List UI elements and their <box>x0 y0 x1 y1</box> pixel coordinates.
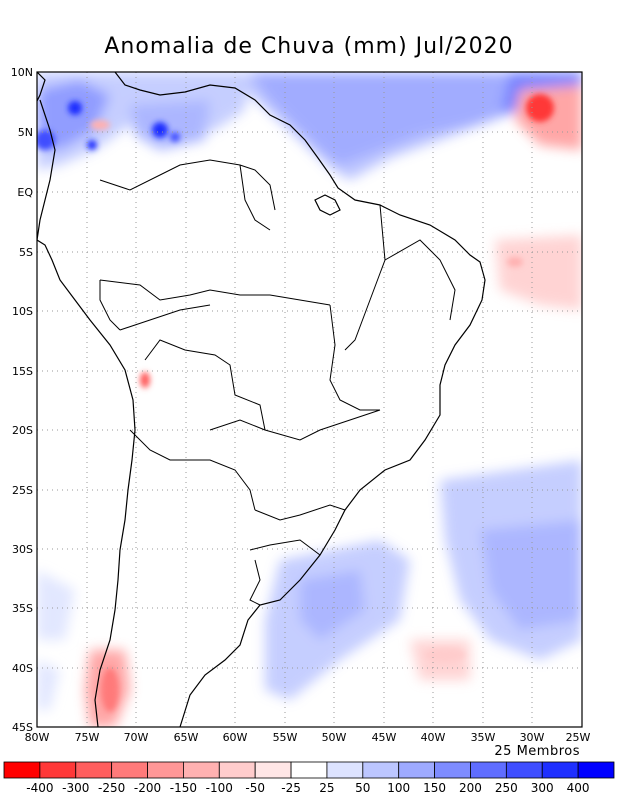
colorbar-swatch <box>470 761 507 779</box>
lat-label: 10N <box>11 66 33 79</box>
colorbar-tick-label: 300 <box>531 781 554 795</box>
lat-label: 25S <box>12 484 33 497</box>
colorbar-tick-label: -250 <box>98 781 125 795</box>
colorbar-swatch <box>218 761 256 779</box>
colorbar-tick-label: -25 <box>281 781 301 795</box>
colorbar-tick-label: -300 <box>62 781 89 795</box>
lon-label: 70W <box>124 731 149 744</box>
lat-label: 45S <box>12 721 33 734</box>
lat-label: 30S <box>12 543 33 556</box>
colorbar-swatch <box>147 761 184 779</box>
lon-label: 40W <box>421 731 446 744</box>
latitude-labels: 10N 5N EQ 5S 10S 15S 20S 25S 30S 35S 40S… <box>11 66 34 734</box>
lat-label: 10S <box>12 305 33 318</box>
lon-label: 80W <box>25 731 50 744</box>
colorbar-swatch <box>505 761 543 779</box>
lat-label: 40S <box>12 662 33 675</box>
colorbar-tick-label: -200 <box>134 781 161 795</box>
colorbar-tick-label: 250 <box>495 781 518 795</box>
lon-label: 75W <box>75 731 100 744</box>
lon-label: 65W <box>174 731 199 744</box>
colorbar-swatch <box>398 761 435 779</box>
colorbar-swatch <box>254 761 292 779</box>
lon-label: 35W <box>471 731 496 744</box>
lat-label: 5S <box>19 246 33 259</box>
colorbar-swatch <box>75 761 113 779</box>
lon-label: 30W <box>520 731 545 744</box>
colorbar <box>3 761 615 779</box>
coastlines <box>37 72 486 727</box>
lat-label: 35S <box>12 602 33 615</box>
colorbar-tick-label: 400 <box>567 781 590 795</box>
lat-label: 5N <box>18 126 33 139</box>
lon-label: 25W <box>566 731 591 744</box>
colorbar-tick-label: 50 <box>355 781 370 795</box>
lon-label: 50W <box>322 731 347 744</box>
colorbar-swatch <box>362 761 400 779</box>
lon-label: 55W <box>273 731 298 744</box>
colorbar-tick-label: -100 <box>206 781 233 795</box>
colorbar-swatch <box>434 761 471 779</box>
colorbar-swatch <box>183 761 220 779</box>
colorbar-tick-label: 200 <box>459 781 482 795</box>
plot-frame <box>36 71 583 728</box>
ensemble-members-note: 25 Membros <box>494 744 580 759</box>
colorbar-swatch <box>577 761 615 779</box>
colorbar-swatch <box>326 761 364 779</box>
colorbar-tick-label: 25 <box>319 781 334 795</box>
colorbar-tick-label: 150 <box>423 781 446 795</box>
colorbar-swatch <box>290 761 328 779</box>
colorbar-swatch <box>541 761 579 779</box>
colorbar-tick-label: -400 <box>26 781 53 795</box>
lat-label: 15S <box>12 365 33 378</box>
map-title: Anomalia de Chuva (mm) Jul/2020 <box>104 34 514 59</box>
colorbar-swatch <box>3 761 41 779</box>
longitude-labels: 80W 75W 70W 65W 60W 55W 50W 45W 40W 35W … <box>25 731 591 744</box>
lat-label: EQ <box>17 186 33 199</box>
anomaly-shading <box>37 72 582 727</box>
colorbar-swatch <box>111 761 148 779</box>
lat-label: 20S <box>12 424 33 437</box>
colorbar-tick-label: 100 <box>387 781 410 795</box>
colorbar-tick-label: -50 <box>245 781 265 795</box>
country-borders <box>99 159 456 606</box>
colorbar-labels: -400 -300 -250 -200 -150 -100 -50 -25 25 50 100 150… <box>26 781 589 795</box>
colorbar-swatch <box>39 761 77 779</box>
lon-label: 45W <box>372 731 397 744</box>
lon-label: 60W <box>223 731 248 744</box>
gridlines <box>37 72 582 727</box>
colorbar-tick-label: -150 <box>170 781 197 795</box>
